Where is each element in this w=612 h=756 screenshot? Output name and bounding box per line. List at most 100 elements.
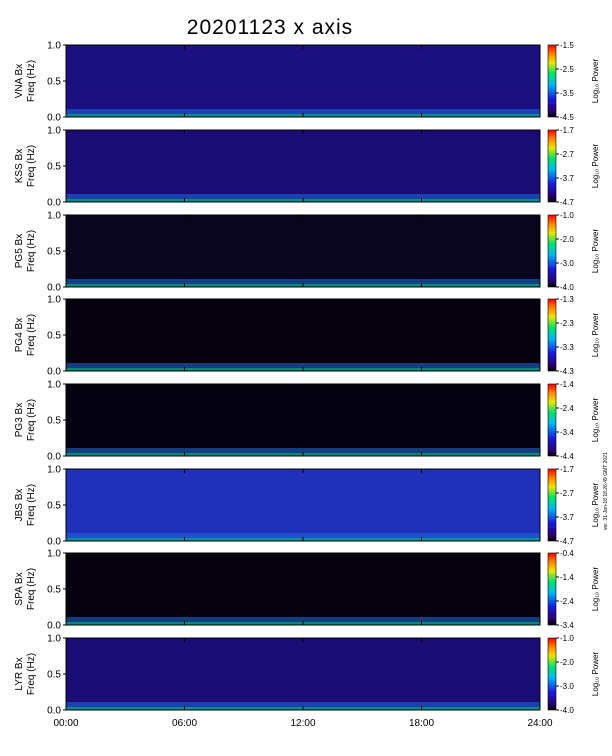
y-tick-label: 0.0 xyxy=(47,452,61,463)
freq-axis-label: Freq (Hz) xyxy=(26,230,37,272)
y-tick-label: 0.5 xyxy=(47,416,61,427)
colorbar-title: Log₁₀ Power xyxy=(591,144,600,189)
colorbar-title: Log₁₀ Power xyxy=(591,229,600,274)
colorbar-title: Log₁₀ Power xyxy=(591,483,600,528)
colorbar-tick-label: -3.0 xyxy=(560,259,574,268)
y-tick-label: 0.5 xyxy=(47,247,61,258)
y-tick-label: 0.0 xyxy=(47,706,61,717)
station-label: PG3 Bx xyxy=(14,403,25,437)
freq-axis-label: Freq (Hz) xyxy=(26,484,37,526)
panel-jbs-bx: 0.0 0.5 1.0 JBS Bx Freq (Hz) -1.7 -2.7 -3.7 -4.7… xyxy=(14,465,600,548)
spectrogram-area xyxy=(66,384,540,456)
x-tick-label: 06:00 xyxy=(172,718,197,729)
panel-pg5-bx: 0.0 0.5 1.0 PG5 Bx Freq (Hz) -1.0 -2.0 -3.0 -4.0… xyxy=(14,211,600,294)
y-tick-label: 1.0 xyxy=(47,549,61,560)
colorbar-tick-label: -4.0 xyxy=(560,283,574,292)
freq-axis-label: Freq (Hz) xyxy=(26,314,37,356)
colorbar-tick-label: -1.7 xyxy=(560,126,574,135)
panel-pg4-bx: 0.0 0.5 1.0 PG4 Bx Freq (Hz) -1.3 -2.3 -3.3 -4.3… xyxy=(14,295,600,378)
panel-spa-bx: 0.0 0.5 1.0 SPA Bx Freq (Hz) -0.4 -1.4 -2.4 -3.4… xyxy=(14,549,600,632)
spectrogram-area xyxy=(66,299,540,371)
station-label: SPA Bx xyxy=(14,572,25,605)
colorbar-tick-label: -3.7 xyxy=(560,513,574,522)
colorbar-tick-label: -4.7 xyxy=(560,198,574,207)
colorbar-tick-label: -4.3 xyxy=(560,367,574,376)
colorbar-tick-label: -4.7 xyxy=(560,537,574,546)
y-tick-label: 0.5 xyxy=(47,77,61,88)
y-tick-label: 1.0 xyxy=(47,380,61,391)
colorbar-tick-label: -1.7 xyxy=(560,465,574,474)
x-tick-label: 24:00 xyxy=(527,718,552,729)
y-tick-label: 1.0 xyxy=(47,465,61,476)
colorbar xyxy=(547,298,557,372)
y-tick-label: 0.0 xyxy=(47,621,61,632)
colorbar-tick-label: -2.7 xyxy=(560,150,574,159)
y-tick-label: 0.0 xyxy=(47,198,61,209)
colorbar-tick-label: -3.0 xyxy=(560,682,574,691)
colorbar xyxy=(547,129,557,203)
y-tick-label: 0.5 xyxy=(47,501,61,512)
colorbar xyxy=(547,552,557,626)
y-tick-label: 1.0 xyxy=(47,126,61,137)
colorbar-tick-label: -2.4 xyxy=(560,404,574,413)
spectrogram-area xyxy=(66,215,540,287)
panel-kss-bx: 0.0 0.5 1.0 KSS Bx Freq (Hz) -1.7 -2.7 -3.7 -4.7… xyxy=(14,126,600,209)
colorbar-tick-label: -4.0 xyxy=(560,706,574,715)
colorbar-tick-label: -1.3 xyxy=(560,295,574,304)
panel-lyr-bx: 0.0 0.5 1.0 LYR Bx Freq (Hz) -1.0 -2.0 -3.0 -4.0… xyxy=(14,634,600,717)
colorbar-tick-label: -2.0 xyxy=(560,235,574,244)
colorbar-tick-label: -0.4 xyxy=(560,549,574,558)
y-tick-label: 1.0 xyxy=(47,295,61,306)
y-tick-label: 0.0 xyxy=(47,283,61,294)
y-tick-label: 0.0 xyxy=(47,113,61,124)
colorbar-tick-label: -3.4 xyxy=(560,621,574,630)
colorbar xyxy=(547,468,557,542)
x-tick-label: 00:00 xyxy=(53,718,78,729)
station-label: PG4 Bx xyxy=(14,318,25,352)
y-tick-label: 0.0 xyxy=(47,367,61,378)
colorbar-tick-label: -3.5 xyxy=(560,89,574,98)
colorbar-tick-label: -1.0 xyxy=(560,634,574,643)
panel-pg3-bx: 0.0 0.5 1.0 PG3 Bx Freq (Hz) -1.4 -2.4 -3.4 -4.4… xyxy=(14,380,600,463)
colorbar-title: Log₁₀ Power xyxy=(591,398,600,443)
colorbar-title: Log₁₀ Power xyxy=(591,652,600,697)
freq-axis-label: Freq (Hz) xyxy=(26,568,37,610)
colorbar-title: Log₁₀ Power xyxy=(591,313,600,358)
colorbar xyxy=(547,214,557,288)
spectrogram-area xyxy=(66,130,540,202)
colorbar-tick-label: -2.0 xyxy=(560,658,574,667)
freq-axis-label: Freq (Hz) xyxy=(26,60,37,102)
colorbar-title: Log₁₀ Power xyxy=(591,59,600,104)
side-note: ver. 31-Jan-18 18:26:49 GMT 2021 xyxy=(603,452,609,530)
station-label: PG5 Bx xyxy=(14,234,25,268)
colorbar-tick-label: -2.7 xyxy=(560,489,574,498)
x-tick-label: 12:00 xyxy=(290,718,315,729)
y-tick-label: 0.5 xyxy=(47,670,61,681)
colorbar-tick-label: -1.4 xyxy=(560,380,574,389)
colorbar xyxy=(547,44,557,118)
panel-vna-bx: 0.0 0.5 1.0 VNA Bx Freq (Hz) -1.5 -2.5 -3.5 -4.5… xyxy=(14,41,600,124)
y-tick-label: 1.0 xyxy=(47,634,61,645)
y-tick-label: 0.5 xyxy=(47,585,61,596)
colorbar-tick-label: -4.5 xyxy=(560,113,574,122)
station-label: KSS Bx xyxy=(14,149,25,183)
spectrogram-area xyxy=(66,638,540,710)
colorbar-tick-label: -3.3 xyxy=(560,343,574,352)
freq-axis-label: Freq (Hz) xyxy=(26,653,37,695)
colorbar xyxy=(547,383,557,457)
station-label: VNA Bx xyxy=(14,64,25,98)
y-tick-label: 1.0 xyxy=(47,211,61,222)
spectrogram-area xyxy=(66,553,540,625)
y-tick-label: 0.0 xyxy=(47,537,61,548)
spectrogram-area xyxy=(66,45,540,117)
colorbar-tick-label: -3.4 xyxy=(560,428,574,437)
colorbar-tick-label: -1.0 xyxy=(560,211,574,220)
colorbar-tick-label: -1.4 xyxy=(560,573,574,582)
freq-axis-label: Freq (Hz) xyxy=(26,399,37,441)
freq-axis-label: Freq (Hz) xyxy=(26,145,37,187)
y-tick-label: 0.5 xyxy=(47,162,61,173)
colorbar-title: Log₁₀ Power xyxy=(591,567,600,612)
y-tick-label: 1.0 xyxy=(47,41,61,52)
colorbar-tick-label: -2.3 xyxy=(560,319,574,328)
